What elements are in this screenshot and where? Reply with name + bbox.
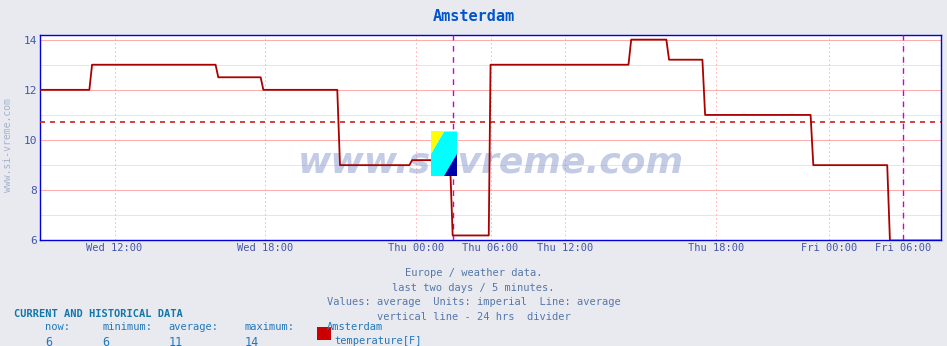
Text: Amsterdam: Amsterdam [327,322,383,333]
Text: temperature[F]: temperature[F] [334,336,421,346]
Polygon shape [431,131,457,176]
Text: 14: 14 [244,336,259,346]
Text: average:: average: [169,322,219,333]
Text: Amsterdam: Amsterdam [433,9,514,24]
Text: minimum:: minimum: [102,322,152,333]
Text: www.si-vreme.com: www.si-vreme.com [297,145,684,179]
Text: vertical line - 24 hrs  divider: vertical line - 24 hrs divider [377,312,570,322]
Text: Europe / weather data.: Europe / weather data. [404,268,543,278]
Text: last two days / 5 minutes.: last two days / 5 minutes. [392,283,555,293]
Polygon shape [431,131,444,154]
Text: www.si-vreme.com: www.si-vreme.com [3,98,12,192]
Text: maximum:: maximum: [244,322,295,333]
Polygon shape [444,154,457,176]
Text: CURRENT AND HISTORICAL DATA: CURRENT AND HISTORICAL DATA [14,309,183,319]
Text: 6: 6 [102,336,110,346]
Text: 6: 6 [45,336,53,346]
Text: 11: 11 [169,336,183,346]
Text: Values: average  Units: imperial  Line: average: Values: average Units: imperial Line: av… [327,297,620,307]
Text: now:: now: [45,322,70,333]
